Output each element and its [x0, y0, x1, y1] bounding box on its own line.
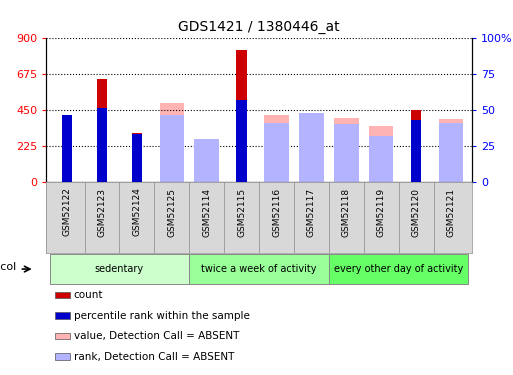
Bar	[334, 118, 359, 182]
Bar	[55, 333, 70, 339]
Title: GDS1421 / 1380446_at: GDS1421 / 1380446_at	[178, 20, 340, 34]
Bar	[55, 292, 70, 298]
Bar	[369, 126, 393, 182]
Text: GSM52125: GSM52125	[167, 188, 176, 237]
Bar	[55, 312, 70, 319]
Text: GSM52123: GSM52123	[97, 188, 107, 237]
Bar	[411, 110, 421, 182]
Bar	[236, 100, 247, 182]
Text: count: count	[74, 290, 103, 300]
Bar	[97, 108, 107, 182]
FancyBboxPatch shape	[189, 254, 329, 284]
Bar	[334, 124, 359, 182]
Text: GSM52117: GSM52117	[307, 188, 316, 237]
Text: GSM52121: GSM52121	[446, 188, 456, 237]
Bar	[62, 114, 72, 182]
Bar	[194, 139, 219, 182]
Text: percentile rank within the sample: percentile rank within the sample	[74, 310, 250, 321]
Text: sedentary: sedentary	[95, 264, 144, 274]
Text: GSM52116: GSM52116	[272, 188, 281, 237]
Text: value, Detection Call = ABSENT: value, Detection Call = ABSENT	[74, 331, 239, 341]
Bar	[97, 79, 107, 182]
Bar	[62, 116, 72, 182]
Text: GSM52119: GSM52119	[377, 188, 386, 237]
Text: GSM52114: GSM52114	[202, 188, 211, 237]
Text: protocol: protocol	[0, 262, 16, 273]
Bar	[132, 133, 142, 182]
Text: GSM52118: GSM52118	[342, 188, 351, 237]
Bar	[264, 123, 289, 182]
Text: rank, Detection Call = ABSENT: rank, Detection Call = ABSENT	[74, 352, 234, 362]
FancyBboxPatch shape	[50, 254, 189, 284]
Bar	[299, 112, 324, 182]
Bar	[299, 113, 324, 182]
Bar	[439, 123, 463, 182]
Bar	[236, 50, 247, 182]
Text: GSM52122: GSM52122	[63, 188, 72, 237]
Bar	[264, 115, 289, 182]
Bar	[132, 134, 142, 182]
Bar	[439, 118, 463, 182]
Text: GSM52115: GSM52115	[237, 188, 246, 237]
Text: GSM52120: GSM52120	[411, 188, 421, 237]
Bar	[55, 354, 70, 360]
Text: every other day of activity: every other day of activity	[334, 264, 463, 274]
Text: GSM52124: GSM52124	[132, 188, 142, 237]
Bar	[194, 142, 219, 182]
Bar	[160, 116, 184, 182]
Bar	[160, 103, 184, 182]
Text: twice a week of activity: twice a week of activity	[201, 264, 317, 274]
Bar	[411, 120, 421, 182]
Bar	[369, 136, 393, 182]
FancyBboxPatch shape	[329, 254, 468, 284]
